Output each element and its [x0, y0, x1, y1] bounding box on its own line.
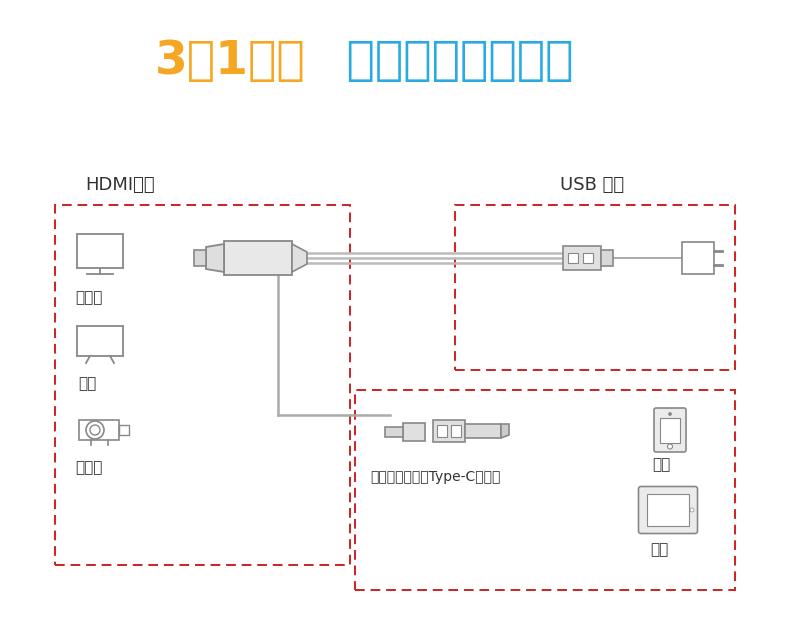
Text: HDMI介面: HDMI介面 [85, 176, 155, 194]
Text: 投影機: 投影機 [75, 461, 103, 476]
Circle shape [86, 421, 104, 439]
Bar [79, 420, 119, 440]
Text: 3合1通用: 3合1通用 [155, 40, 306, 84]
Text: 顯示器: 顯示器 [75, 291, 103, 306]
Bar [583, 253, 593, 263]
Bar [224, 241, 292, 275]
Bar [355, 390, 735, 590]
Polygon shape [292, 244, 307, 272]
Bar [465, 424, 501, 438]
Polygon shape [206, 244, 224, 272]
Bar [568, 253, 578, 263]
Text: 手機: 手機 [652, 458, 670, 472]
Text: USB 電源: USB 電源 [560, 176, 624, 194]
Bar [385, 427, 403, 437]
Bar [77, 326, 123, 356]
Bar [563, 246, 601, 270]
Text: 蘋果或果安卓或Type-C數據線: 蘋果或果安卓或Type-C數據線 [370, 470, 500, 484]
Circle shape [90, 425, 100, 435]
Bar [437, 425, 447, 437]
Bar [660, 418, 680, 443]
FancyBboxPatch shape [654, 408, 686, 452]
Bar [403, 423, 425, 441]
Bar [77, 234, 123, 268]
Bar [119, 425, 129, 435]
Text: 平板: 平板 [650, 542, 668, 557]
Bar [194, 250, 206, 266]
Bar [601, 250, 613, 266]
Bar [451, 425, 461, 437]
Bar [55, 205, 350, 565]
Text: 影音線連接示意圖: 影音線連接示意圖 [330, 40, 574, 84]
Bar [433, 420, 465, 442]
Bar [647, 494, 689, 526]
Circle shape [690, 508, 694, 512]
FancyBboxPatch shape [638, 487, 698, 533]
Bar [455, 205, 735, 370]
Circle shape [668, 412, 672, 415]
Circle shape [668, 444, 672, 449]
Polygon shape [501, 424, 509, 438]
Text: 電視: 電視 [78, 376, 96, 391]
Bar [682, 242, 714, 274]
